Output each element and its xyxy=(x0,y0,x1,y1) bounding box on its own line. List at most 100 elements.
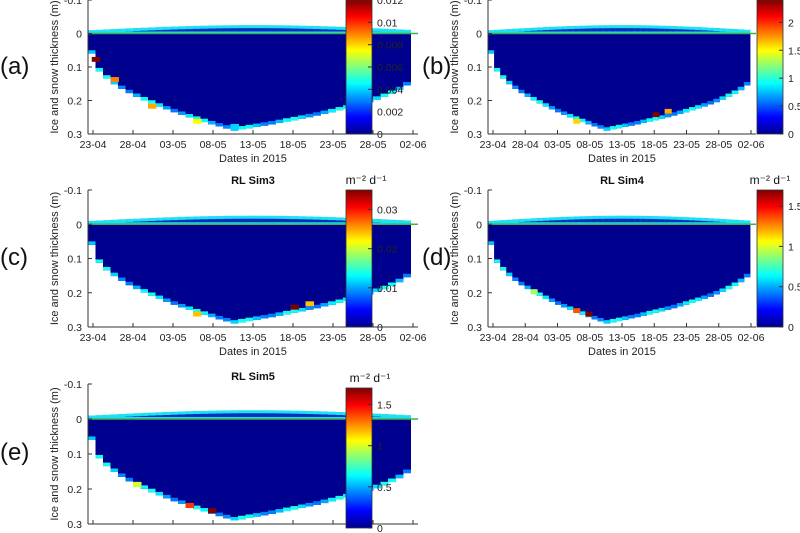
snow-layer-core xyxy=(178,219,186,223)
ice-cell xyxy=(676,224,684,307)
snow-layer-cell xyxy=(403,220,411,225)
edge-cell xyxy=(670,112,678,116)
ice-cell xyxy=(253,419,261,517)
snow-layer-core xyxy=(676,219,684,223)
x-tick-label: 23-04 xyxy=(480,332,507,344)
ice-cell xyxy=(652,224,660,313)
ice-cell xyxy=(238,419,246,520)
edge-cell xyxy=(719,96,727,100)
edge-cell xyxy=(275,312,284,316)
colorbar xyxy=(756,0,784,135)
snow-layer-core xyxy=(245,218,254,223)
snow-layer-cell xyxy=(731,29,739,34)
edge-cell xyxy=(110,468,119,472)
y-tick-label: 0.2 xyxy=(67,96,82,108)
x-tick-label: 03-05 xyxy=(544,332,571,344)
ice-cell xyxy=(335,224,344,303)
ice-cell xyxy=(719,33,727,100)
colorbar-tick-label: 1 xyxy=(788,241,794,253)
snow-layer-cell xyxy=(506,29,513,34)
snow-layer-cell xyxy=(737,220,745,225)
ice-cell xyxy=(695,33,702,109)
snow-layer-core xyxy=(178,414,186,417)
snow-layer-cell xyxy=(395,220,404,225)
ice-cell xyxy=(628,33,635,126)
ice-cell xyxy=(178,419,186,504)
ice-cell xyxy=(403,224,411,278)
edge-cell xyxy=(713,291,720,295)
edge-cell xyxy=(676,303,684,307)
snow-layer-core xyxy=(215,218,224,223)
ice-cell xyxy=(260,33,269,126)
snow-layer-core xyxy=(585,219,593,223)
ice-cell xyxy=(488,224,495,245)
snow-layer-core xyxy=(305,414,314,417)
y-tick-label: -0.1 xyxy=(64,379,82,391)
y-tick-label: 0.3 xyxy=(67,129,82,141)
snow-layer-cell xyxy=(140,218,149,225)
ice-cell xyxy=(585,224,593,318)
ice-cell xyxy=(530,224,538,293)
ice-cell xyxy=(95,419,104,459)
edge-cell xyxy=(506,80,513,85)
ice-cell xyxy=(579,224,586,315)
snow-layer-core xyxy=(148,30,156,32)
snow-layer-cell xyxy=(488,30,495,34)
ice-cell xyxy=(737,224,745,283)
edge-cell xyxy=(373,96,381,100)
x-tick-label: 13-05 xyxy=(240,139,267,151)
edge-cell xyxy=(148,100,156,104)
ice-cell xyxy=(238,33,246,130)
snow-layer-cell xyxy=(133,28,141,34)
ice-cell xyxy=(305,33,314,118)
ice-cell xyxy=(313,224,321,309)
edge-cell xyxy=(223,318,231,322)
edge-cell xyxy=(305,502,314,507)
y-tick-label: 0.1 xyxy=(467,254,482,266)
edge-cell xyxy=(388,478,396,483)
snow-layer-core xyxy=(634,28,641,32)
ice-cell xyxy=(603,224,611,324)
snow-layer-core xyxy=(320,414,329,417)
ice-cell xyxy=(290,419,299,510)
ice-cell xyxy=(290,224,299,313)
y-tick-label: -0.1 xyxy=(64,0,82,7)
ice-cell xyxy=(373,224,381,292)
ice-cell xyxy=(494,33,501,72)
edge-cell xyxy=(313,501,321,505)
snow-layer-core xyxy=(328,220,336,223)
ice-cell xyxy=(125,419,134,482)
colorbar-tick-label: 0.5 xyxy=(788,282,800,294)
ice-cell xyxy=(640,224,647,316)
snow-layer-core xyxy=(670,219,678,223)
edge-cell xyxy=(695,297,702,302)
ice-cell xyxy=(320,224,329,307)
snow-layer-core xyxy=(163,220,171,223)
edge-cell xyxy=(275,509,284,513)
colorbar-tick-label: 0.5 xyxy=(788,101,800,113)
edge-cell xyxy=(283,310,291,315)
snow-layer-core xyxy=(579,219,586,223)
snow-layer-cell xyxy=(380,28,389,34)
edge-cell xyxy=(524,93,532,97)
x-tick-label: 23-04 xyxy=(80,332,107,344)
snow-layer-core xyxy=(682,29,690,32)
ice-cell xyxy=(388,224,396,286)
edge-cell xyxy=(185,306,194,310)
snow-layer-core xyxy=(260,218,269,223)
edge-cell xyxy=(707,101,714,105)
snow-layer-core xyxy=(609,28,617,32)
ice-cell xyxy=(118,33,126,89)
ice-cell xyxy=(163,419,171,499)
edge-cell xyxy=(615,317,623,322)
ice-cell xyxy=(298,33,306,119)
edge-cell xyxy=(737,278,745,283)
x-tick-label: 02-06 xyxy=(400,139,427,151)
edge-cell xyxy=(518,281,526,286)
edge-cell xyxy=(506,272,513,277)
edge-cell xyxy=(230,517,239,521)
y-tick-label: 0 xyxy=(476,219,482,231)
ice-cell xyxy=(573,224,580,313)
x-axis-label: Dates in 2015 xyxy=(588,153,656,165)
snow-layer-core xyxy=(253,28,261,32)
